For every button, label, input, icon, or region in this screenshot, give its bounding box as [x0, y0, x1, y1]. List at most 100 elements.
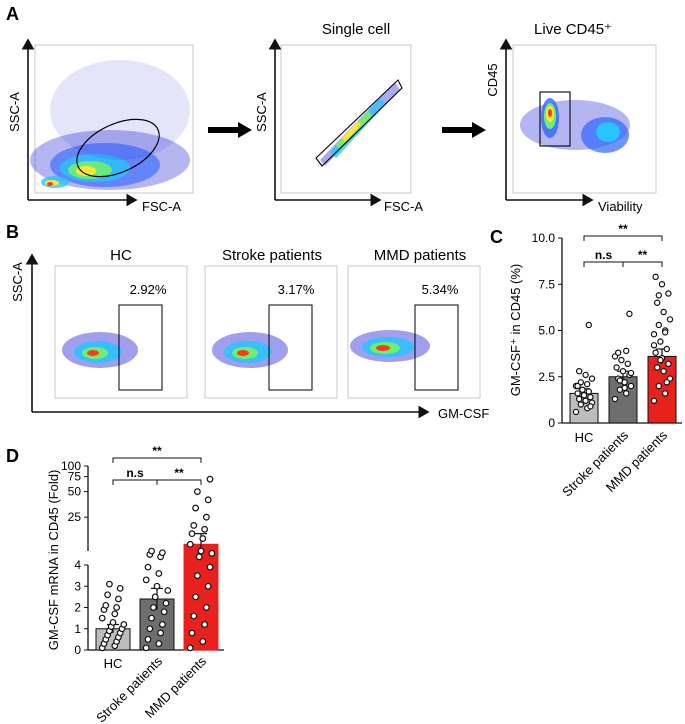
c-data-point	[650, 342, 658, 349]
b2-percent: 3.17%	[278, 282, 315, 297]
d-data-point	[160, 608, 168, 616]
d-y-tick-label: 0	[74, 643, 81, 657]
c-data-point	[663, 345, 671, 353]
density-cloud-a1	[30, 60, 190, 190]
c-sig-label: **	[618, 222, 628, 236]
c-data-point	[655, 321, 663, 329]
a3-title: Live CD45⁺	[534, 21, 612, 38]
c-data-point	[619, 368, 627, 375]
d-data-point	[202, 513, 210, 521]
d-sig-bracket	[156, 479, 202, 485]
d-data-point	[105, 580, 113, 588]
c-data-point	[650, 331, 658, 338]
flow-plot-a3: Live CD45⁺ CD45 Viability	[485, 21, 657, 214]
c-sig-bracket	[622, 261, 663, 267]
c-data-point	[624, 360, 632, 367]
d-data-point	[186, 540, 194, 548]
d-data-point	[204, 496, 212, 504]
a2-ylabel: SSC-A	[254, 92, 269, 132]
c-data-point	[576, 368, 583, 375]
c-data-point	[615, 349, 622, 356]
arrow-head-icon	[238, 122, 252, 138]
d-data-point	[111, 610, 119, 618]
d-data-point	[199, 535, 207, 542]
b2-title: Stroke patients	[222, 247, 322, 264]
a2-title: Single cell	[322, 21, 390, 38]
c-data-point	[652, 349, 659, 356]
panel-letter-d: D	[6, 446, 19, 466]
d-data-point	[146, 625, 154, 633]
d-data-point	[201, 525, 209, 533]
c-bar	[647, 355, 677, 424]
c-data-point	[657, 356, 664, 364]
d-data-point	[193, 488, 201, 495]
d-data-point	[197, 547, 205, 555]
flow-plot-b2: Stroke patients 3.17%	[204, 247, 338, 399]
c-data-point	[613, 364, 620, 371]
d-data-point	[190, 612, 198, 620]
c-data-point	[627, 369, 635, 377]
c-data-point	[587, 403, 594, 410]
d-y-tick-label: 75	[68, 470, 82, 484]
d-data-point	[162, 599, 170, 607]
d-data-point	[142, 644, 150, 652]
d-data-point	[149, 604, 157, 611]
d-data-point	[188, 530, 196, 538]
c-y-tick-label: 2.5	[538, 370, 555, 384]
d-data-point	[186, 644, 194, 652]
c-data-point	[652, 273, 659, 281]
d-y-tick-label: 100	[61, 459, 81, 473]
d-data-point	[188, 629, 196, 637]
b1-percent: 2.92%	[130, 282, 167, 297]
a2-xlabel: FSC-A	[384, 199, 423, 214]
c-sig-label: n.s	[595, 248, 613, 262]
d-data-point	[158, 549, 166, 557]
c-sig-bracket	[583, 235, 663, 241]
c-data-point	[582, 371, 589, 379]
c-data-point	[580, 392, 588, 399]
d-y-tick-label: 50	[68, 485, 82, 499]
c-data-point	[662, 329, 669, 336]
b3-percent: 5.34%	[422, 282, 459, 297]
d-data-point	[206, 563, 214, 571]
chart-c: 0 2.5 5.0 7.5 10.0 GM-CSF⁺ in CD45 (%) HCStrok…	[508, 222, 682, 499]
d-data-point	[116, 584, 124, 592]
c-y-tick-label: 7.5	[538, 277, 555, 291]
a1-xlabel: FSC-A	[142, 199, 181, 214]
c-data-point	[582, 397, 589, 404]
panel-letter-a: A	[6, 4, 19, 24]
c-ylabel: GM-CSF⁺ in CD45 (%)	[508, 264, 523, 397]
c-data-point	[657, 338, 664, 345]
d-sig-label: **	[152, 444, 162, 458]
d-sig-label: n.s	[126, 466, 144, 480]
d-ylabel: GM-CSF mRNA in CD45 (Fold)	[46, 470, 61, 651]
c-data-point	[585, 388, 593, 395]
c-data-point	[626, 310, 633, 318]
c-data-point	[616, 377, 624, 384]
d-data-point	[148, 547, 156, 555]
a1-ylabel: SSC-A	[7, 92, 22, 132]
c-x-tick-label: HC	[575, 430, 594, 445]
c-data-point	[574, 390, 581, 397]
c-data-point	[587, 393, 594, 401]
panel-letter-c: C	[490, 227, 503, 247]
d-data-point	[192, 504, 200, 512]
a3-xlabel: Viability	[598, 199, 643, 214]
b-ylabel: SSC-A	[10, 262, 25, 302]
density-cloud-a2	[320, 82, 400, 166]
c-data-point	[660, 368, 667, 375]
arrow-head-icon	[472, 122, 486, 138]
c-data-point	[627, 382, 635, 390]
c-data-point	[662, 390, 669, 397]
d-data-point	[142, 576, 150, 584]
d-sig-label: **	[174, 466, 184, 480]
d-data-point	[114, 595, 122, 603]
c-data-point	[665, 290, 672, 297]
d-data-point	[201, 621, 209, 628]
c-data-point	[584, 380, 591, 388]
c-y-tick-label: 5.0	[538, 324, 555, 338]
d-data-point	[102, 601, 110, 609]
d-data-point	[208, 549, 216, 557]
d-data-point	[190, 522, 198, 529]
